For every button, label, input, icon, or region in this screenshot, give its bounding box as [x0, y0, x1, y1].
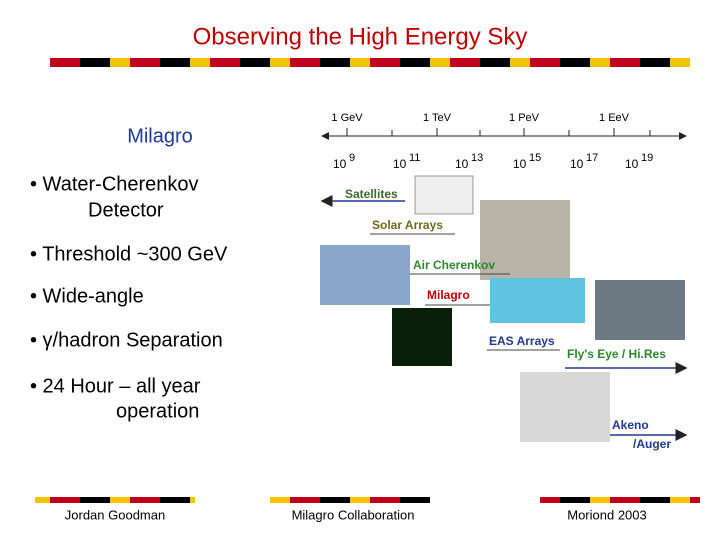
energy-labels: 1 GeV 1 TeV 1 PeV 1 EeV [331, 112, 629, 124]
axis-ticks [346, 128, 651, 136]
title: Observing the High Energy Sky [193, 23, 528, 50]
exponent-base: 10 [455, 157, 469, 171]
energy-label: 1 PeV [509, 112, 540, 124]
energy-label: 1 TeV [423, 112, 452, 124]
image [480, 200, 570, 280]
footer-text: Moriond 2003 [567, 507, 647, 522]
footer-text: Jordan Goodman [65, 507, 165, 522]
instrument: EAS Arrays [489, 334, 555, 348]
energy-label: 1 EeV [599, 112, 630, 124]
exponent-base: 10 [333, 157, 347, 171]
exponent-labels: 10 9 10 11 10 13 10 15 10 17 10 19 [333, 152, 653, 171]
stripe-bar [50, 58, 690, 67]
bullet: operation [116, 400, 199, 422]
footer-text: Milagro Collaboration [292, 507, 415, 522]
instrument: Milagro [427, 288, 470, 302]
instrument: /Auger [633, 437, 671, 451]
stripe-bar [270, 497, 430, 503]
stripe-bar [540, 497, 700, 503]
instrument: Air Cherenkov [413, 258, 495, 272]
exponent-base: 10 [625, 157, 639, 171]
exponent-power: 15 [529, 152, 541, 164]
exponent-power: 17 [586, 152, 598, 164]
instrument: Fly's Eye / Hi.Res [567, 347, 666, 361]
image [595, 280, 685, 340]
image [392, 308, 452, 366]
bullet: • Water-Cherenkov [30, 173, 199, 195]
exponent-base: 10 [513, 157, 527, 171]
bullet: • Wide-angle [30, 285, 144, 307]
image [520, 372, 610, 442]
exponent-power: 9 [349, 152, 355, 164]
bullet: • γ/hadron Separation [30, 329, 223, 351]
stripe-bar [35, 497, 195, 503]
exponent-power: 11 [409, 152, 420, 164]
instrument: Satellites [345, 187, 398, 201]
image [414, 175, 474, 215]
bullet: Detector [88, 199, 164, 221]
exponent-power: 19 [641, 152, 653, 164]
heading: Milagro [127, 125, 193, 147]
instrument: Solar Arrays [372, 218, 443, 232]
image [320, 245, 410, 305]
bullet: • 24 Hour – all year [30, 375, 201, 397]
exponent-base: 10 [570, 157, 584, 171]
image [490, 278, 585, 323]
exponent-base: 10 [393, 157, 407, 171]
energy-label: 1 GeV [331, 112, 363, 124]
instrument: Akeno [612, 418, 649, 432]
exponent-power: 13 [471, 152, 483, 164]
bullet: • Threshold ~300 GeV [30, 243, 228, 265]
